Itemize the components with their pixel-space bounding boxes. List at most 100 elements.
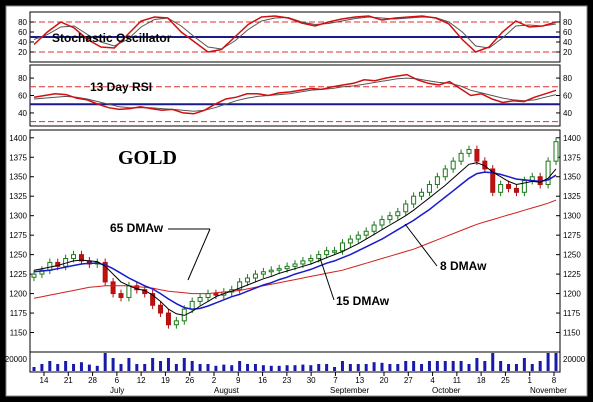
volume-bar	[475, 358, 479, 371]
volume-tick-label: 20000	[5, 355, 28, 364]
annotation-8dmaw-arrow	[404, 223, 438, 267]
price-tick-label: 1225	[9, 270, 27, 279]
price-candle-body	[513, 187, 519, 193]
price-tick-label: 1350	[563, 173, 581, 182]
volume-bar	[40, 364, 44, 371]
annotation-15dmaw-arrow	[319, 257, 335, 301]
price-tick-label: 1175	[563, 309, 581, 318]
price-candle-body	[150, 293, 156, 306]
price-candle-body	[450, 160, 456, 170]
volume-bar	[48, 361, 52, 371]
price-tick-label: 1400	[563, 134, 581, 143]
price-candle-body	[213, 293, 219, 296]
price-tick-label: 1250	[9, 251, 27, 260]
volume-bar	[435, 361, 439, 371]
price-candle-body	[39, 269, 45, 275]
volume-bar	[301, 364, 305, 371]
price-candle-body	[260, 271, 266, 275]
volume-bar	[459, 361, 463, 371]
price-candle-body	[387, 215, 393, 221]
volume-bar	[87, 364, 91, 371]
volume-bar	[538, 361, 542, 371]
volume-bar	[135, 364, 139, 371]
price-tick-label: 1175	[10, 309, 28, 318]
price-candle-body	[474, 148, 480, 162]
price-candle-body	[347, 238, 353, 244]
volume-bar	[522, 358, 526, 371]
volume-bar	[420, 364, 424, 371]
price-candle-body	[245, 277, 251, 283]
stochastic-tick-label: 20	[18, 48, 27, 57]
price-candle-body	[442, 168, 448, 178]
price-tick-label: 1400	[9, 134, 27, 143]
price-candle-body	[55, 261, 61, 267]
volume-bar	[491, 353, 495, 371]
price-candle-body	[458, 152, 464, 162]
stochastic-tick-label: 20	[563, 48, 572, 57]
date-tick-label: 26	[185, 376, 194, 385]
price-candle-body	[316, 254, 322, 260]
volume-bar	[190, 361, 194, 371]
price-candle-body	[498, 184, 504, 193]
price-tick-label: 1150	[10, 329, 28, 338]
month-label: August	[214, 386, 240, 395]
rsi-line	[33, 73, 557, 115]
price-candle-body	[189, 300, 195, 310]
volume-bar	[111, 358, 115, 371]
stochastic-tick-label: 60	[18, 28, 27, 37]
volume-bar	[222, 364, 226, 371]
rsi-tick-label: 40	[563, 109, 572, 118]
price-candle-body	[197, 296, 203, 302]
chart-background	[5, 5, 588, 397]
price-tick-label: 1275	[9, 231, 27, 240]
price-candle-body	[426, 184, 432, 193]
price-candle-body	[403, 203, 409, 213]
volume-bar	[285, 365, 289, 371]
rsi-tick-label: 80	[18, 74, 27, 83]
price-candle-body	[173, 320, 179, 326]
date-tick-label: 8	[552, 376, 557, 385]
price-candle-body	[118, 293, 124, 298]
volume-bar	[554, 353, 558, 371]
price-tick-label: 1350	[9, 173, 27, 182]
volume-bar	[483, 361, 487, 371]
price-candle-body	[419, 191, 425, 197]
price-candle-body	[292, 263, 298, 267]
volume-bar	[356, 364, 360, 371]
price-candle-body	[545, 160, 551, 186]
date-tick-label: 23	[282, 376, 291, 385]
price-candle-body	[506, 184, 512, 189]
price-tick-label: 1300	[563, 212, 581, 221]
price-candle-body	[268, 269, 274, 273]
price-tick-label: 1275	[563, 231, 581, 240]
volume-bar	[364, 364, 368, 371]
rsi-signal-line	[33, 77, 557, 112]
volume-bar	[325, 364, 329, 371]
volume-bar	[269, 365, 273, 371]
volume-bar	[238, 361, 242, 371]
volume-bar	[451, 361, 455, 371]
volume-bar	[443, 361, 447, 371]
volume-bar	[32, 367, 36, 371]
price-tick-label: 1300	[9, 212, 27, 221]
volume-bar	[317, 364, 321, 371]
rsi-tick-label: 80	[563, 74, 572, 83]
price-candle-body	[371, 224, 377, 232]
volume-bar	[388, 364, 392, 371]
volume-bar	[198, 364, 202, 371]
annotation-65dmaw: 65 DMAw	[110, 221, 164, 235]
volume-bar	[119, 364, 123, 371]
price-candle-body	[110, 281, 116, 295]
price-tick-label: 1325	[9, 192, 27, 201]
date-tick-label: 30	[307, 376, 316, 385]
price-candle-body	[102, 261, 108, 283]
volume-panel: 20000 20000	[5, 351, 586, 373]
volume-bar	[427, 361, 431, 371]
price-tick-label: 1200	[563, 290, 581, 299]
price-candle-body	[339, 242, 345, 252]
price-candle-body	[126, 285, 132, 298]
volume-bar	[95, 365, 99, 371]
price-candle-body	[308, 258, 314, 262]
dma15-line	[33, 171, 557, 310]
